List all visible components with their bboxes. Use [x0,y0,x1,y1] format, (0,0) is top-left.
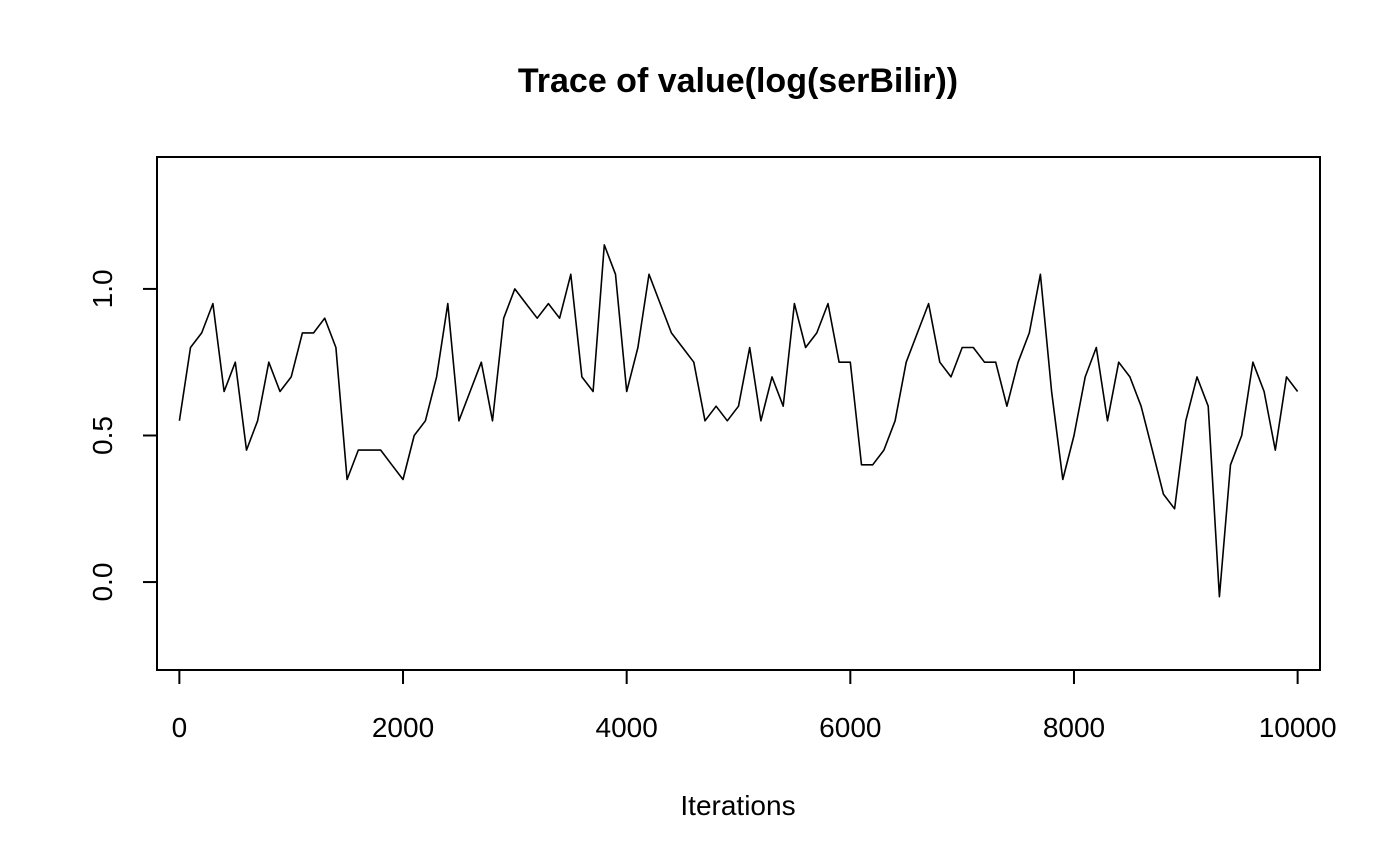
x-tick-label: 4000 [596,712,658,743]
y-tick-label: 1.0 [87,269,118,308]
x-tick-label: 10000 [1259,712,1337,743]
y-tick-label: 0.0 [87,563,118,602]
x-tick-label: 6000 [819,712,881,743]
y-axis: 0.0 0.5 1.0 [87,269,158,602]
chart-title: Trace of value(log(serBilir)) [518,62,958,100]
x-tick-label: 0 [172,712,188,743]
x-tick-label: 2000 [372,712,434,743]
plot-frame [156,156,1321,671]
series-layer [178,244,1299,598]
x-axis: 0 2000 4000 6000 8000 10000 [172,669,1337,743]
y-tick-label: 0.5 [87,416,118,455]
trace-line [178,244,1299,598]
x-tick-label: 8000 [1043,712,1105,743]
x-axis-label: Iterations [680,790,795,821]
